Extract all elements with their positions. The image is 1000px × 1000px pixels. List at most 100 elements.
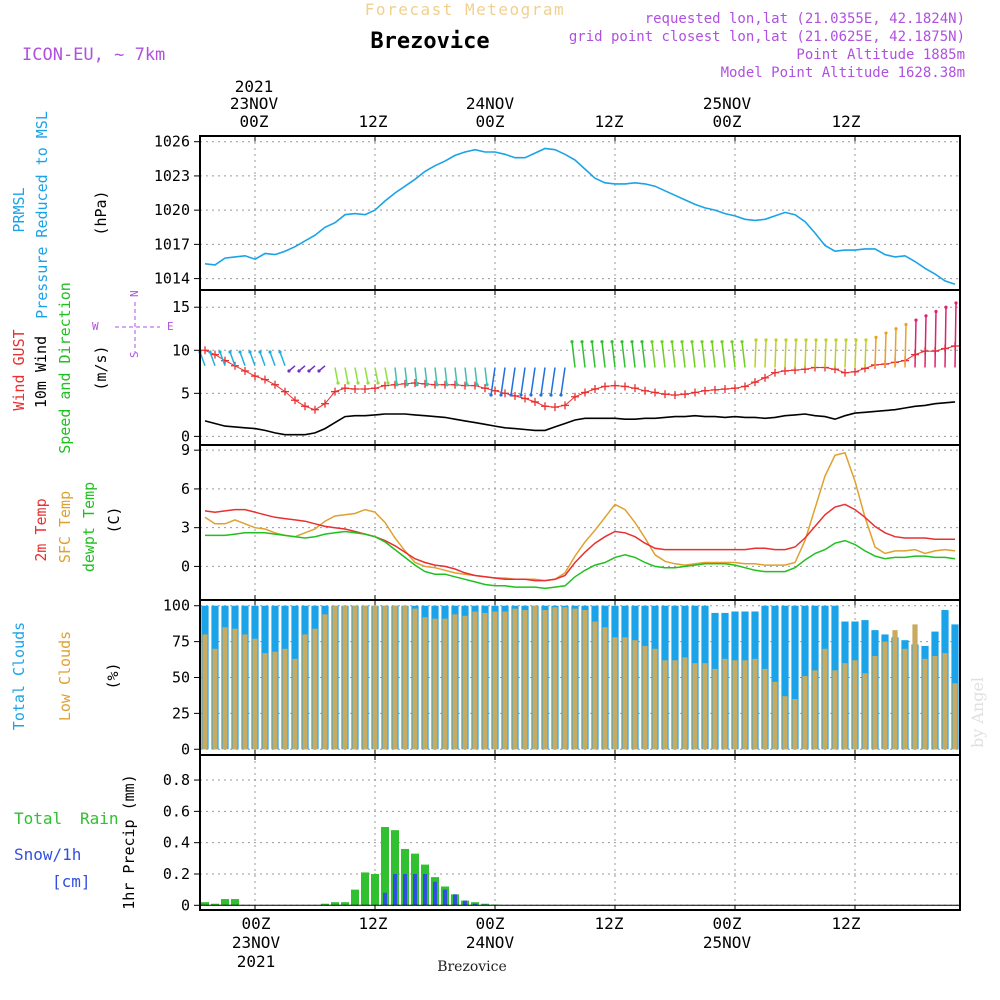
wind-direction-arrowhead: [874, 335, 878, 339]
sfc-temp-line: [204, 451, 956, 582]
wind-direction-arrowhead: [395, 383, 399, 387]
wind-direction-arrow: [239, 351, 246, 367]
low-cloud-bar: [292, 658, 298, 750]
model-point-altitude: Model Point Altitude 1628.38m: [721, 65, 965, 81]
low-cloud-bar: [932, 655, 938, 750]
low-cloud-bar: [772, 681, 778, 750]
wind-direction-arrowhead: [824, 338, 828, 342]
low-cloud-bar: [922, 658, 928, 750]
wind-direction-arrow: [444, 367, 448, 385]
wind-direction-arrow: [581, 341, 586, 368]
top-tick-label: 00Z: [713, 112, 742, 131]
compass-south: S: [128, 351, 141, 358]
rain-label: Rain: [80, 809, 119, 828]
low-cloud-bar: [222, 627, 228, 750]
wind-direction-arrow: [364, 367, 369, 384]
wind-direction-arrow: [934, 311, 937, 368]
wind-direction-arrowhead: [278, 350, 282, 354]
wind-direction-arrowhead: [317, 369, 321, 373]
wind-direction-arrow: [944, 307, 947, 368]
wind-direction-arrow: [464, 367, 468, 385]
low-cloud-bar: [582, 610, 588, 750]
low-cloud-bar: [492, 611, 498, 750]
wind-direction-arrowhead: [465, 383, 469, 387]
wind-speed-line: [204, 401, 956, 436]
wind-direction-arrowhead: [499, 393, 503, 397]
wind-direction-arrow: [219, 351, 226, 367]
wind-direction-arrowhead: [690, 340, 694, 344]
wind-direction-arrowhead: [914, 318, 918, 322]
wind-direction-arrowhead: [620, 340, 624, 344]
wind-direction-arrowhead: [218, 350, 222, 354]
low-cloud-bar: [792, 699, 798, 750]
low-cloud-bar: [912, 624, 918, 750]
bottom-tick-label: 00Z: [713, 914, 742, 933]
wind-direction-arrowhead: [509, 393, 513, 397]
wind-direction-arrowhead: [794, 338, 798, 342]
wind-direction-arrowhead: [435, 383, 439, 387]
model-label: ICON-EU, ~ 7km: [22, 45, 165, 65]
wind-direction-arrow: [279, 351, 286, 367]
wind-direction-arrow: [661, 341, 666, 368]
panel-border: [199, 754, 961, 911]
y-tick-label: 75: [172, 633, 190, 651]
wind-direction-arrowhead: [934, 309, 938, 314]
wind-direction-arrowhead: [228, 350, 232, 354]
wind-direction-arrow: [474, 367, 478, 385]
snow-bar: [413, 873, 417, 906]
y-tick-label: 10: [172, 341, 190, 359]
wind-direction-arrowhead: [287, 369, 291, 373]
low-cloud-bar: [352, 605, 358, 750]
low-cloud-bar: [682, 657, 688, 750]
grid-point-lonlat: grid point closest lon,lat (21.0625E, 42…: [569, 29, 965, 45]
wind-direction-arrowhead: [346, 381, 350, 385]
wind-direction-arrowhead: [804, 338, 808, 342]
precip-unit-label: 1hr Precip (mm): [120, 774, 138, 909]
y-tick-label: 25: [172, 704, 190, 722]
low-cloud-bar: [802, 676, 808, 750]
total-cloud-bar: [781, 605, 789, 750]
low-cloud-bar: [442, 618, 448, 750]
wind-direction-arrowhead: [307, 369, 311, 373]
y-tick-label: 0.2: [163, 865, 190, 883]
y-tick-label: 3: [181, 519, 190, 537]
y-tick-label: 9: [181, 441, 190, 459]
wind-direction-arrowhead: [924, 314, 928, 318]
y-tick-label: 1017: [154, 235, 190, 253]
wind-ylabels: Wind GUST 10m Wind Speed and Direction (…: [10, 282, 174, 454]
wind-direction-arrowhead: [539, 393, 543, 397]
wind-direction-arrowhead: [297, 369, 301, 373]
rain-bar: [231, 899, 239, 906]
top-time-axis: 2021 23NOV 00Z 12Z 24NOV 00Z 12Z 25NOV 0…: [230, 77, 861, 131]
wind-direction-arrow: [354, 367, 359, 384]
rain-bar: [211, 903, 219, 906]
low-cloud-bar: [422, 617, 428, 750]
low-cloud-bar: [252, 638, 258, 750]
low-cloud-bar: [212, 648, 218, 750]
low-cloud-bar: [762, 668, 768, 750]
y-tick-label: 100: [163, 597, 190, 615]
top-tick-label: 23NOV: [230, 94, 279, 113]
rain-bar: [331, 902, 339, 906]
requested-lonlat: requested lon,lat (21.0355E, 42.1824N): [645, 11, 965, 27]
low-cloud-bar: [632, 640, 638, 750]
wind-direction-arrow: [414, 367, 418, 385]
y-tick-label: 5: [181, 384, 190, 402]
compass-west: W: [92, 320, 99, 333]
low-cloud-bar: [732, 660, 738, 750]
wind-direction-arrowhead: [405, 383, 409, 387]
wind-direction-arrowhead: [356, 381, 360, 385]
low-cloud-bar: [872, 655, 878, 750]
bottom-tick-label: 12Z: [359, 914, 388, 933]
bottom-tick-label: 12Z: [832, 914, 861, 933]
wind-direction-arrow: [884, 333, 887, 368]
low-cloud-bar: [542, 610, 548, 750]
panel-border: [199, 135, 961, 291]
y-tick-label: 50: [172, 669, 190, 687]
wind-direction-arrow: [721, 341, 726, 368]
low-cloud-bar: [592, 621, 598, 750]
prmsl-label: PRMSL: [10, 187, 28, 232]
snow-bar: [403, 873, 407, 906]
low-cloud-bar: [412, 608, 418, 750]
low-cloud-bar: [832, 670, 838, 750]
